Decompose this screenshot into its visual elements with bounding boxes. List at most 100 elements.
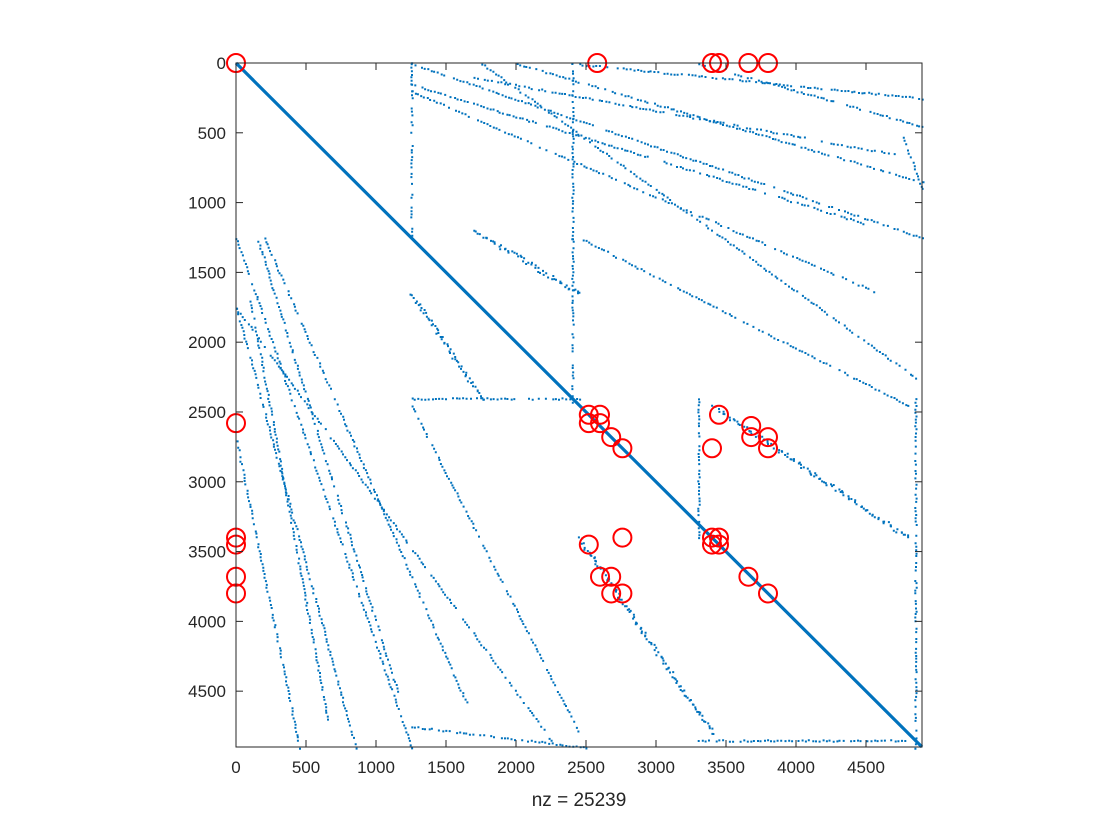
nonzero-dots <box>235 238 414 750</box>
highlight-circle-13 <box>709 404 729 425</box>
y-tick-label: 1500 <box>188 263 226 282</box>
nonzero-band-10 <box>473 229 581 295</box>
nonzero-dots <box>410 63 924 240</box>
nonzero-band-21 <box>249 300 329 721</box>
nonzero-band-22 <box>264 237 469 704</box>
highlight-circle-23 <box>578 534 599 555</box>
nonzero-dots <box>410 62 414 240</box>
nonzero-dots <box>236 440 301 750</box>
x-tick-label: 1000 <box>357 758 395 777</box>
nonzero-band-26 <box>410 62 414 240</box>
axes: 0 500 1000 1500 2000 2500 3000 3500 4000 4500 0 500… <box>188 54 923 777</box>
highlight-circle-32 <box>709 534 729 555</box>
nonzero-band-7 <box>411 90 876 294</box>
nonzero-dots <box>914 398 918 750</box>
x-tick-label: 3500 <box>707 758 745 777</box>
y-tick-label: 3500 <box>188 543 226 562</box>
highlight-circle-30 <box>709 527 729 548</box>
nonzero-band-25 <box>411 397 582 401</box>
y-tick-label: 2500 <box>188 403 226 422</box>
nonzero-band-17 <box>235 238 414 750</box>
nonzero-dots <box>571 63 575 241</box>
highlight-circle-26 <box>601 583 622 604</box>
nonzero-band-15 <box>914 398 918 750</box>
nonzero-band-4 <box>411 83 865 226</box>
nonzero-band-29 <box>411 726 588 750</box>
x-tick-label: 4500 <box>847 758 885 777</box>
highlight-circle-25 <box>601 566 622 587</box>
nonzero-dots <box>481 63 918 380</box>
nonzero-dots <box>577 536 715 735</box>
nonzero-band-27 <box>571 63 575 241</box>
highlight-circle-15 <box>741 415 762 436</box>
nonzero-dots <box>236 307 553 742</box>
nonzero-band-0 <box>234 61 924 749</box>
highlight-circle-10 <box>590 413 610 434</box>
x-tick-label: 1500 <box>427 758 465 777</box>
y-tick-label: 4000 <box>188 612 226 631</box>
highlight-circle-34 <box>758 583 778 604</box>
nonzero-band-30 <box>697 739 907 743</box>
nonzero-band-3 <box>698 63 924 128</box>
nonzero-dots <box>473 229 581 295</box>
nonzero-dots <box>411 405 580 733</box>
nonzero-band-8 <box>481 63 918 380</box>
x-tick-label: 0 <box>231 758 240 777</box>
nonzero-band-14 <box>571 238 575 404</box>
nonzero-dots <box>698 63 924 128</box>
nonzero-band-9 <box>582 239 910 407</box>
nonzero-dots <box>697 398 701 540</box>
nonzero-dots <box>582 239 910 407</box>
nonzero-dots <box>409 293 485 401</box>
nonzero-band-23 <box>236 307 553 742</box>
axes-box <box>235 62 923 748</box>
nonzero-dots <box>473 76 896 156</box>
x-tick-label: 2000 <box>497 758 535 777</box>
highlight-circle-29 <box>702 527 722 548</box>
x-axis-label: nz = 25239 <box>532 790 627 811</box>
highlight-circle-16 <box>741 427 762 448</box>
highlighted-entries <box>226 53 778 604</box>
nonzero-band-24 <box>411 405 580 733</box>
nonzero-band-28 <box>697 398 701 540</box>
highlight-circle-9 <box>578 413 599 434</box>
nonzero-dots <box>264 237 469 704</box>
diagonal-line <box>234 61 924 749</box>
y-tick-label: 2000 <box>188 333 226 352</box>
nonzero-dots <box>571 62 924 101</box>
nonzero-dots <box>411 83 865 226</box>
nonzero-band-19 <box>236 440 301 750</box>
x-tick-label: 2500 <box>567 758 605 777</box>
nonzero-band-6 <box>571 62 924 101</box>
nonzero-band-11 <box>409 293 485 401</box>
nonzero-dots <box>711 404 910 539</box>
y-tick-label: 500 <box>198 124 226 143</box>
y-tick-label: 1000 <box>188 194 226 213</box>
nonzero-dots <box>697 739 907 743</box>
x-tick-label: 500 <box>292 758 320 777</box>
highlight-circle-31 <box>702 534 722 555</box>
nonzero-band-5 <box>473 76 896 156</box>
nonzero-band-13 <box>577 536 715 735</box>
nonzero-dots <box>235 307 358 750</box>
x-tick-label: 3000 <box>637 758 675 777</box>
y-tick-label: 0 <box>217 54 226 73</box>
nonzero-dots <box>902 136 924 190</box>
nonzero-band-1 <box>410 63 924 240</box>
highlight-circle-28 <box>612 527 633 548</box>
highlight-circle-11 <box>601 427 622 448</box>
nonzero-band-16 <box>902 136 924 190</box>
highlight-circle-33 <box>738 566 759 587</box>
highlight-circle-17 <box>758 427 778 448</box>
nonzero-dots <box>411 726 588 750</box>
nonzero-dots <box>411 90 876 294</box>
nonzero-dots <box>249 300 329 721</box>
highlight-circle-18 <box>758 438 778 459</box>
highlight-circle-27 <box>612 583 633 604</box>
x-tick-label: 4000 <box>777 758 815 777</box>
highlight-circle-14 <box>702 438 722 459</box>
nonzero-band-12 <box>711 404 910 539</box>
y-tick-label: 3000 <box>188 473 226 492</box>
nonzero-band-18 <box>235 307 358 750</box>
